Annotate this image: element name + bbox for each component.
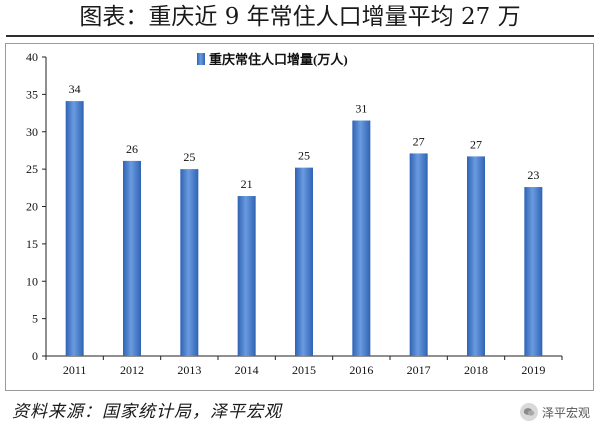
y-tick-label: 10 bbox=[26, 274, 38, 288]
bar-value-label: 34 bbox=[69, 82, 81, 96]
bar-value-label: 26 bbox=[126, 142, 138, 156]
bar-value-label: 23 bbox=[527, 168, 539, 182]
bar-chart: 0 5 10 15 20 25 30 35 40 2011 2012 2013 2014 2015 2016… bbox=[26, 50, 563, 377]
source-note: 资料来源：国家统计局，泽平宏观 bbox=[12, 402, 282, 422]
x-tick-label: 2015 bbox=[292, 363, 316, 377]
bar bbox=[180, 169, 199, 356]
bar bbox=[409, 153, 428, 356]
bar-value-label: 31 bbox=[355, 102, 367, 116]
y-tick-label: 5 bbox=[32, 312, 38, 326]
chart-frame bbox=[5, 43, 594, 391]
y-tick-label: 35 bbox=[26, 87, 38, 101]
bar-value-label: 25 bbox=[183, 150, 195, 164]
bar-series: 34 26 25 21 25 31 27 27 23 bbox=[65, 82, 543, 356]
wechat-icon bbox=[519, 403, 538, 421]
bar-value-label: 21 bbox=[241, 177, 253, 191]
bar bbox=[467, 156, 485, 356]
x-tick-label: 2018 bbox=[464, 363, 488, 377]
x-tick-label: 2016 bbox=[349, 363, 373, 377]
y-tick-label: 30 bbox=[26, 125, 38, 139]
bar bbox=[524, 187, 543, 356]
watermark-text: 泽平宏观 bbox=[541, 405, 590, 420]
legend-swatch bbox=[197, 53, 205, 65]
bar-value-label: 25 bbox=[298, 149, 310, 163]
y-tick-label: 0 bbox=[32, 349, 38, 363]
x-tick-label: 2013 bbox=[177, 363, 201, 377]
x-tick-label: 2012 bbox=[120, 363, 144, 377]
watermark: 泽平宏观 bbox=[519, 400, 590, 424]
bar bbox=[352, 120, 371, 356]
bar-value-label: 27 bbox=[413, 134, 425, 148]
bar bbox=[65, 101, 84, 356]
legend-label: 重庆常住人口增量(万人) bbox=[209, 52, 348, 67]
x-tick-label: 2011 bbox=[63, 363, 87, 377]
x-tick-label: 2014 bbox=[235, 363, 259, 377]
y-tick-label: 20 bbox=[26, 200, 38, 214]
x-tick-label: 2017 bbox=[407, 363, 431, 377]
bar bbox=[237, 196, 256, 356]
y-tick-label: 40 bbox=[26, 50, 38, 64]
page-title: 图表：重庆近 9 年常住人口增量平均 27 万 bbox=[79, 4, 521, 30]
title-divider bbox=[6, 35, 594, 37]
chart-legend: 重庆常住人口增量(万人) bbox=[197, 52, 348, 67]
y-tick-label: 15 bbox=[26, 237, 38, 251]
bar bbox=[123, 160, 141, 356]
chart-axes: 0 5 10 15 20 25 30 35 40 2011 2012 2013 2014 2015 2016… bbox=[26, 50, 563, 377]
y-tick-label: 25 bbox=[26, 162, 38, 176]
x-tick-label: 2019 bbox=[521, 363, 545, 377]
bar bbox=[295, 167, 313, 356]
bar-value-label: 27 bbox=[470, 137, 482, 151]
